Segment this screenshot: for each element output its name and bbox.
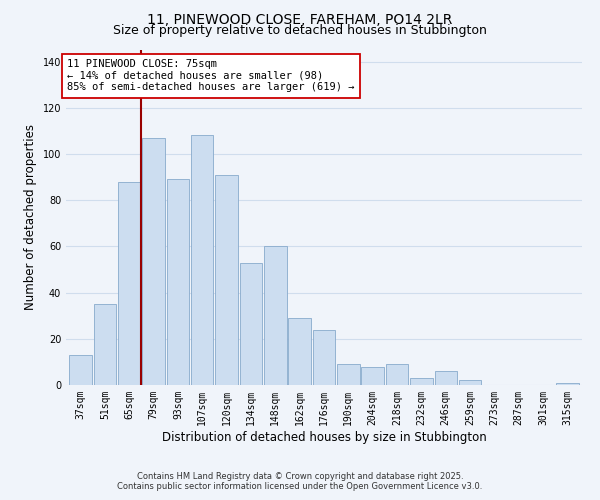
Y-axis label: Number of detached properties: Number of detached properties (24, 124, 37, 310)
Bar (313, 330, 335, 385)
Bar (410, 378, 433, 385)
Bar (361, 366, 384, 385)
Bar (434, 371, 457, 385)
Bar (191, 136, 214, 385)
Bar (264, 246, 287, 385)
Text: 11, PINEWOOD CLOSE, FAREHAM, PO14 2LR: 11, PINEWOOD CLOSE, FAREHAM, PO14 2LR (148, 12, 452, 26)
Bar (118, 182, 140, 385)
Text: Size of property relative to detached houses in Stubbington: Size of property relative to detached ho… (113, 24, 487, 37)
Bar (337, 364, 359, 385)
Bar (240, 262, 262, 385)
Bar (556, 382, 578, 385)
Bar (289, 318, 311, 385)
Text: Contains HM Land Registry data © Crown copyright and database right 2025.
Contai: Contains HM Land Registry data © Crown c… (118, 472, 482, 491)
Bar (386, 364, 408, 385)
Bar (142, 138, 165, 385)
Bar (215, 175, 238, 385)
Bar (70, 355, 92, 385)
Text: 11 PINEWOOD CLOSE: 75sqm
← 14% of detached houses are smaller (98)
85% of semi-d: 11 PINEWOOD CLOSE: 75sqm ← 14% of detach… (67, 59, 355, 92)
X-axis label: Distribution of detached houses by size in Stubbington: Distribution of detached houses by size … (161, 430, 487, 444)
Bar (94, 304, 116, 385)
Bar (459, 380, 481, 385)
Bar (167, 180, 189, 385)
